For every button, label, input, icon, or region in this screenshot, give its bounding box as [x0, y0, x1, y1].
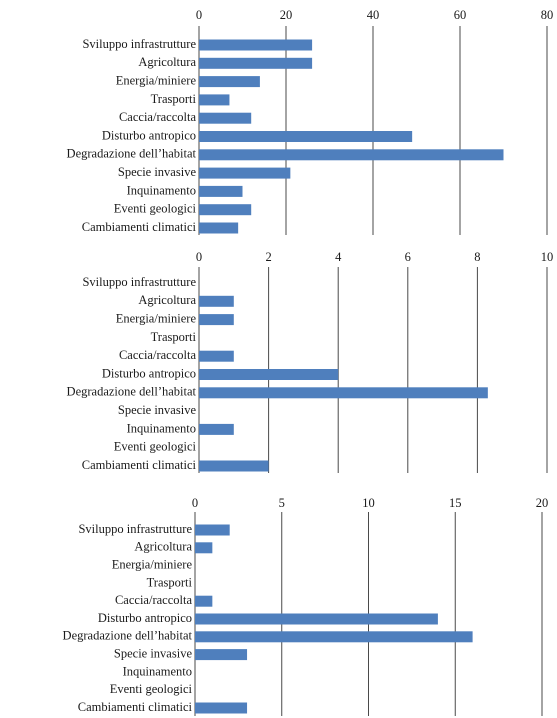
chart2-bar — [199, 460, 269, 472]
chart2-tick-label: 2 — [265, 250, 271, 264]
chart1-bar — [199, 57, 313, 69]
chart1-bar — [199, 112, 252, 124]
chart2-category-label: Degradazione dell’habitat — [67, 385, 197, 399]
chart1-category-label: Inquinamento — [127, 183, 196, 197]
chart3-category-label: Cambiamenti climatici — [78, 700, 193, 714]
chart1-bar — [199, 167, 291, 179]
chart2-bar — [199, 314, 234, 326]
chart2-category-label: Energia/miniere — [116, 311, 197, 325]
chart2-category-label: Inquinamento — [127, 421, 196, 435]
chart1-category-label: Disturbo antropico — [102, 128, 196, 142]
chart1-bar — [199, 185, 243, 197]
chart-panel-2: 0 2 4 6 8 10 Sviluppo infrastrutture Agricoltur… — [67, 250, 554, 473]
chart1-bar — [199, 39, 313, 51]
chart-panel-1: 0 20 40 60 80 Sviluppo infrastrutture Agricolt… — [67, 8, 554, 235]
chart2-tick-label: 10 — [541, 250, 554, 264]
chart3-bar — [195, 649, 248, 661]
chart3-category-label: Caccia/raccolta — [115, 593, 192, 607]
chart1-category-label: Energia/miniere — [116, 73, 197, 87]
chart1-bar — [199, 131, 413, 142]
chart1-category-label: Degradazione dell’habitat — [67, 147, 197, 161]
chart1-tick-label: 20 — [280, 8, 293, 22]
chart3-category-label: Trasporti — [147, 575, 193, 589]
chart3-bar — [195, 613, 438, 625]
chart2-category-label: Caccia/raccolta — [119, 348, 196, 362]
chart1-tick-label: 60 — [454, 8, 467, 22]
chart1-tick-label: 80 — [541, 8, 554, 22]
chart1-category-label: Cambiamenti climatici — [82, 220, 197, 234]
chart1-bar — [199, 149, 504, 161]
chart1-category-label: Caccia/raccolta — [119, 110, 196, 124]
chart3-tick-label: 0 — [192, 496, 198, 510]
chart2-bar — [199, 369, 339, 380]
chart2-tick-label: 4 — [335, 250, 342, 264]
chart3-category-label: Sviluppo infrastrutture — [78, 522, 192, 536]
chart3-category-label: Specie invasive — [114, 646, 193, 660]
chart2-category-label: Trasporti — [151, 330, 197, 344]
chart3-bar — [195, 595, 213, 607]
chart1-tick-label: 40 — [367, 8, 380, 22]
chart3-category-label: Disturbo antropico — [98, 611, 192, 625]
chart2-category-label: Cambiamenti climatici — [82, 458, 197, 472]
chart2-category-label: Eventi geologici — [114, 440, 197, 454]
chart1-bar — [199, 222, 239, 234]
chart3-category-label: Eventi geologici — [110, 682, 193, 696]
chart3-category-label: Agricoltura — [134, 540, 192, 554]
chart1-category-label: Specie invasive — [118, 165, 197, 179]
chart3-bar — [195, 702, 248, 714]
chart1-tick-label: 0 — [196, 8, 202, 22]
chart2-category-label: Disturbo antropico — [102, 366, 196, 380]
chart1-bar — [199, 76, 260, 88]
chart3-bar — [195, 542, 213, 554]
chart3-tick-label: 5 — [279, 496, 285, 510]
chart3-category-label: Energia/miniere — [112, 557, 193, 571]
chart3-bar — [195, 524, 230, 536]
chart2-category-label: Sviluppo infrastrutture — [82, 275, 196, 289]
chart1-category-label: Trasporti — [151, 92, 197, 106]
chart3-tick-label: 10 — [362, 496, 375, 510]
chart2-bar — [199, 295, 234, 307]
chart2-tick-label: 8 — [474, 250, 480, 264]
chart2-bar — [199, 387, 488, 399]
chart3-bar — [195, 631, 473, 643]
chart3-tick-label: 15 — [449, 496, 462, 510]
chart3-category-label: Inquinamento — [123, 664, 192, 678]
chart2-bar — [199, 423, 234, 435]
chart1-category-label: Eventi geologici — [114, 202, 197, 216]
chart1-bar — [199, 204, 252, 216]
chart2-category-label: Specie invasive — [118, 403, 197, 417]
chart2-category-label: Agricoltura — [138, 293, 196, 307]
chart2-bar — [199, 350, 234, 362]
chart2-tick-label: 0 — [196, 250, 202, 264]
chart2-tick-label: 6 — [405, 250, 411, 264]
chart-panel-3: 0 5 10 15 20 Sviluppo infrastrutture Agricoltu… — [63, 496, 549, 716]
chart3-tick-label: 20 — [536, 496, 549, 510]
chart3-category-label: Degradazione dell’habitat — [63, 629, 193, 643]
chart1-category-label: Agricoltura — [138, 55, 196, 69]
chart1-bar — [199, 94, 230, 106]
chart1-category-label: Sviluppo infrastrutture — [82, 37, 196, 51]
